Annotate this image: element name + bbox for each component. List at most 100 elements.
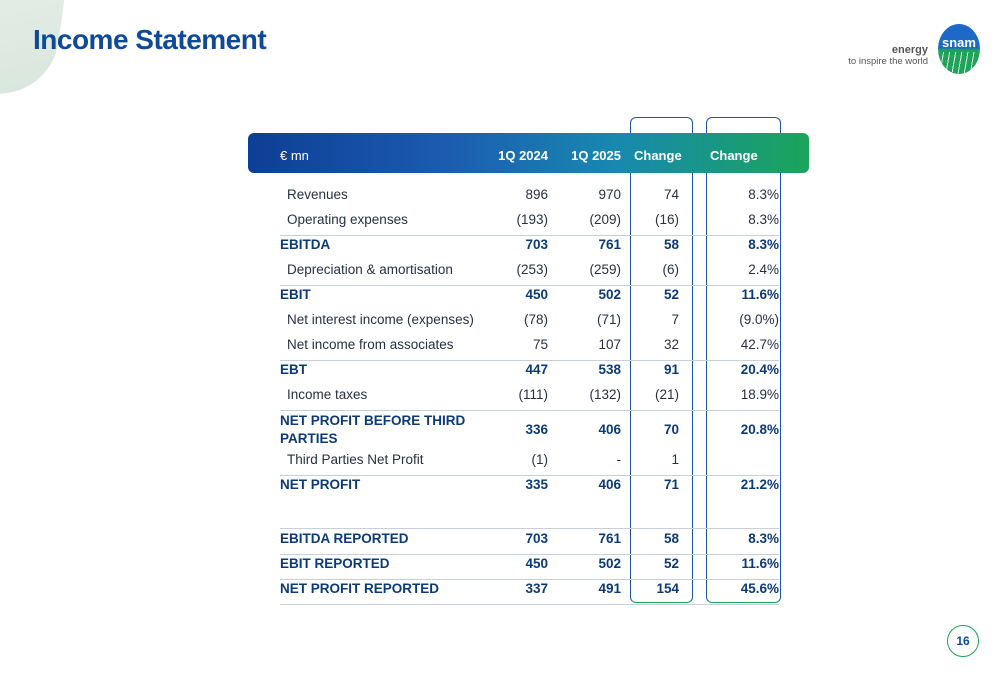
cell-1q2025: 970 — [598, 187, 621, 202]
cell-1q2025: 761 — [598, 531, 621, 546]
cell-change: 91 — [663, 362, 679, 377]
table-row: EBIT REPORTED 450 502 52 11.6% — [280, 556, 779, 580]
cell-change: 154 — [656, 581, 679, 596]
snam-logo-icon: snam — [938, 24, 980, 74]
logo-word: snam — [942, 35, 976, 50]
table-row: EBITDA REPORTED 703 761 58 8.3% — [280, 531, 779, 555]
cell-change-pct: 2.4% — [748, 262, 779, 277]
cell-1q2024: 450 — [525, 287, 548, 302]
cell-change-pct: 8.3% — [748, 187, 779, 202]
row-label: EBITDA REPORTED — [280, 531, 409, 546]
header-change: Change — [634, 148, 682, 163]
table-row: NET PROFIT REPORTED 337 491 154 45.6% — [280, 581, 779, 605]
row-label: Net income from associates — [287, 337, 454, 352]
brand-block: energy to inspire the world snam — [848, 24, 980, 74]
cell-change-pct: 8.3% — [748, 531, 779, 546]
cell-1q2025: 538 — [598, 362, 621, 377]
cell-1q2025: 761 — [598, 237, 621, 252]
cell-change-pct: 45.6% — [740, 581, 779, 596]
cell-1q2025: 502 — [598, 287, 621, 302]
page-number: 16 — [947, 625, 979, 657]
table-row: Net interest income (expenses) (78) (71) 7 (… — [280, 312, 779, 335]
page-title: Income Statement — [33, 24, 267, 55]
header-change-pct: Change % — [710, 148, 758, 209]
row-label: EBITDA — [280, 237, 331, 252]
cell-change-pct: 8.3% — [748, 212, 779, 227]
cell-change: 70 — [663, 422, 679, 437]
cell-1q2024: 450 — [525, 556, 548, 571]
table-row: Operating expenses (193) (209) (16) 8.3% — [280, 212, 779, 236]
row-label: Depreciation & amortisation — [287, 262, 453, 277]
logo-stripes — [938, 52, 980, 74]
table-row: EBIT 450 502 52 11.6% — [280, 287, 779, 310]
table-row: NET PROFIT BEFORE THIRD PARTIES 336 406 70 2… — [280, 412, 779, 449]
cell-1q2024: (1) — [531, 452, 549, 467]
cell-1q2024: 75 — [532, 337, 548, 352]
cell-1q2025: 502 — [598, 556, 621, 571]
row-label: Operating expenses — [287, 212, 408, 227]
cell-change: 52 — [663, 556, 679, 571]
cell-1q2025: 406 — [598, 422, 621, 437]
row-label: Net interest income (expenses) — [287, 312, 474, 327]
brand-tagline: energy to inspire the world — [848, 44, 928, 68]
cell-change: 32 — [663, 337, 679, 352]
cell-1q2025: 491 — [598, 581, 621, 596]
row-label: EBIT — [280, 287, 311, 302]
cell-change-pct: 11.6% — [741, 287, 779, 302]
cell-change-pct: 11.6% — [741, 556, 779, 571]
cell-change: 71 — [663, 477, 679, 492]
cell-change: 52 — [663, 287, 679, 302]
cell-change: 58 — [663, 531, 679, 546]
table-row: EBITDA 703 761 58 8.3% — [280, 237, 779, 260]
table-row: Net income from associates 75 107 32 42.7% — [280, 337, 779, 361]
cell-1q2024: 337 — [525, 581, 548, 596]
cell-1q2024: 336 — [525, 422, 548, 437]
cell-1q2025: (71) — [596, 312, 621, 327]
row-label: NET PROFIT REPORTED — [280, 581, 440, 596]
cell-change-pct: 42.7% — [740, 337, 779, 352]
cell-change-pct: 20.4% — [740, 362, 779, 377]
cell-1q2024: (193) — [516, 212, 548, 227]
cell-change-pct: 8.3% — [748, 237, 779, 252]
cell-change-pct: (9.0%) — [739, 312, 779, 327]
cell-change: 7 — [671, 312, 679, 327]
cell-1q2025: (132) — [589, 387, 621, 402]
cell-1q2025: - — [616, 452, 622, 467]
table-row: NET PROFIT 335 406 71 21.2% — [280, 477, 779, 529]
row-label: Income taxes — [287, 387, 368, 402]
cell-1q2024: 896 — [525, 187, 548, 202]
cell-1q2025: (209) — [589, 212, 621, 227]
cell-1q2025: 107 — [598, 337, 621, 352]
cell-1q2024: (78) — [523, 312, 548, 327]
row-label: NET PROFIT BEFORE THIRD PARTIES — [280, 413, 466, 446]
row-label: EBIT REPORTED — [280, 556, 390, 571]
table-row: Depreciation & amortisation (253) (259) (6)… — [280, 262, 779, 286]
header-unit: € mn — [280, 148, 309, 163]
row-label: Third Parties Net Profit — [287, 452, 424, 467]
cell-1q2024: (111) — [518, 387, 548, 402]
cell-1q2024: 335 — [525, 477, 548, 492]
cell-change: (6) — [662, 262, 680, 277]
cell-change: 58 — [663, 237, 679, 252]
table-row: EBT 447 538 91 20.4% — [280, 362, 779, 385]
cell-change-pct: 20.8% — [740, 422, 779, 437]
cell-1q2025: 406 — [598, 477, 621, 492]
cell-change-pct: 18.9% — [740, 387, 779, 402]
table-row: Income taxes (111) (132) (21) 18.9% — [280, 387, 779, 411]
cell-1q2024: 703 — [525, 531, 548, 546]
row-label: NET PROFIT — [280, 477, 361, 492]
cell-1q2024: 703 — [525, 237, 548, 252]
cell-1q2025: (259) — [589, 262, 621, 277]
header-1q2025: 1Q 2025 — [571, 148, 621, 163]
cell-change-pct: 21.2% — [740, 477, 779, 492]
cell-change: (21) — [654, 387, 679, 402]
table-row: Third Parties Net Profit (1) - 1 — [280, 452, 779, 476]
row-label: EBT — [280, 362, 307, 377]
cell-change: 1 — [671, 452, 679, 467]
tagline-bottom: to inspire the world — [848, 56, 928, 67]
cell-change: (16) — [654, 212, 679, 227]
table-header: € mn 1Q 2024 1Q 2025 Change Change % — [248, 133, 809, 209]
header-1q2024: 1Q 2024 — [498, 148, 548, 163]
row-label: Revenues — [287, 187, 348, 202]
cell-1q2024: 447 — [525, 362, 548, 377]
